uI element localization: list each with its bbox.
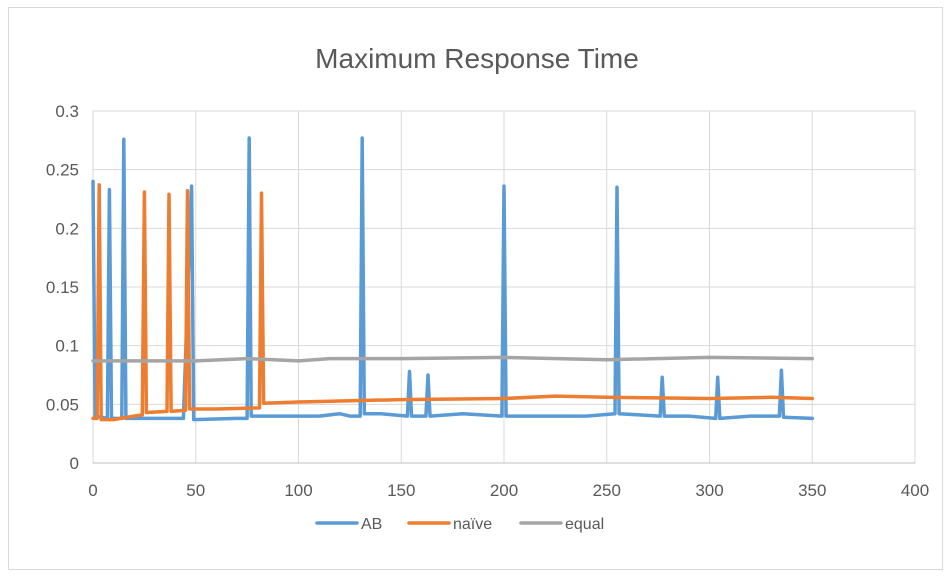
legend-label: AB bbox=[361, 516, 382, 533]
chart-area: Maximum Response Time 0 0.05 0.1 0.15 0.2 0.2… bbox=[8, 7, 943, 570]
x-tick-label: 200 bbox=[490, 481, 518, 500]
plot-lines bbox=[91, 136, 815, 422]
y-tick-label: 0.1 bbox=[55, 337, 79, 356]
y-tick-label: 0.2 bbox=[55, 219, 79, 238]
x-tick-label: 150 bbox=[387, 481, 415, 500]
legend-label: naïve bbox=[453, 516, 492, 533]
x-tick-label: 300 bbox=[695, 481, 723, 500]
x-tick-label: 50 bbox=[186, 481, 205, 500]
legend-label: equal bbox=[565, 516, 604, 533]
y-tick-label: 0.25 bbox=[46, 161, 79, 180]
x-tick-label: 400 bbox=[901, 481, 929, 500]
y-tick-label: 0.3 bbox=[55, 102, 79, 121]
series-line-3 bbox=[91, 355, 815, 363]
legend: AB naïve equal bbox=[315, 516, 604, 533]
y-tick-label: 0 bbox=[70, 454, 79, 473]
chart-title: Maximum Response Time bbox=[315, 43, 639, 74]
y-tick-label: 0.05 bbox=[46, 395, 79, 414]
x-tick-label: 250 bbox=[593, 481, 621, 500]
y-tick-label: 0.15 bbox=[46, 278, 79, 297]
series-line-2 bbox=[91, 183, 815, 422]
x-tick-label: 100 bbox=[284, 481, 312, 500]
axes: 0 0.05 0.1 0.15 0.2 0.25 0.3 0 50 100 150 200 250 300… bbox=[46, 102, 929, 500]
series-line-1 bbox=[91, 136, 815, 422]
x-tick-label: 350 bbox=[798, 481, 826, 500]
chart-svg: Maximum Response Time 0 0.05 0.1 0.15 0.2 0.2… bbox=[46, 43, 929, 533]
x-tick-label: 0 bbox=[88, 481, 97, 500]
